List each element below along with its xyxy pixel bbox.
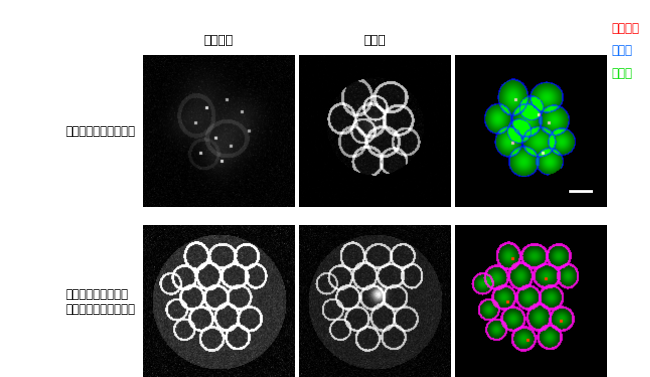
Text: 未処理の大腸がん細胞: 未処理の大腸がん細胞 bbox=[65, 124, 135, 138]
Text: 微小管: 微小管 bbox=[612, 67, 632, 80]
Text: 密着結合: 密着結合 bbox=[612, 22, 640, 35]
Text: 微小管重合阻害剤で
処理した大腸がん細胞: 微小管重合阻害剤で 処理した大腸がん細胞 bbox=[65, 288, 135, 316]
Text: 接着帯: 接着帯 bbox=[363, 34, 386, 47]
Text: 密着結合: 密着結合 bbox=[203, 34, 234, 47]
Text: 接着帯: 接着帯 bbox=[612, 44, 632, 57]
